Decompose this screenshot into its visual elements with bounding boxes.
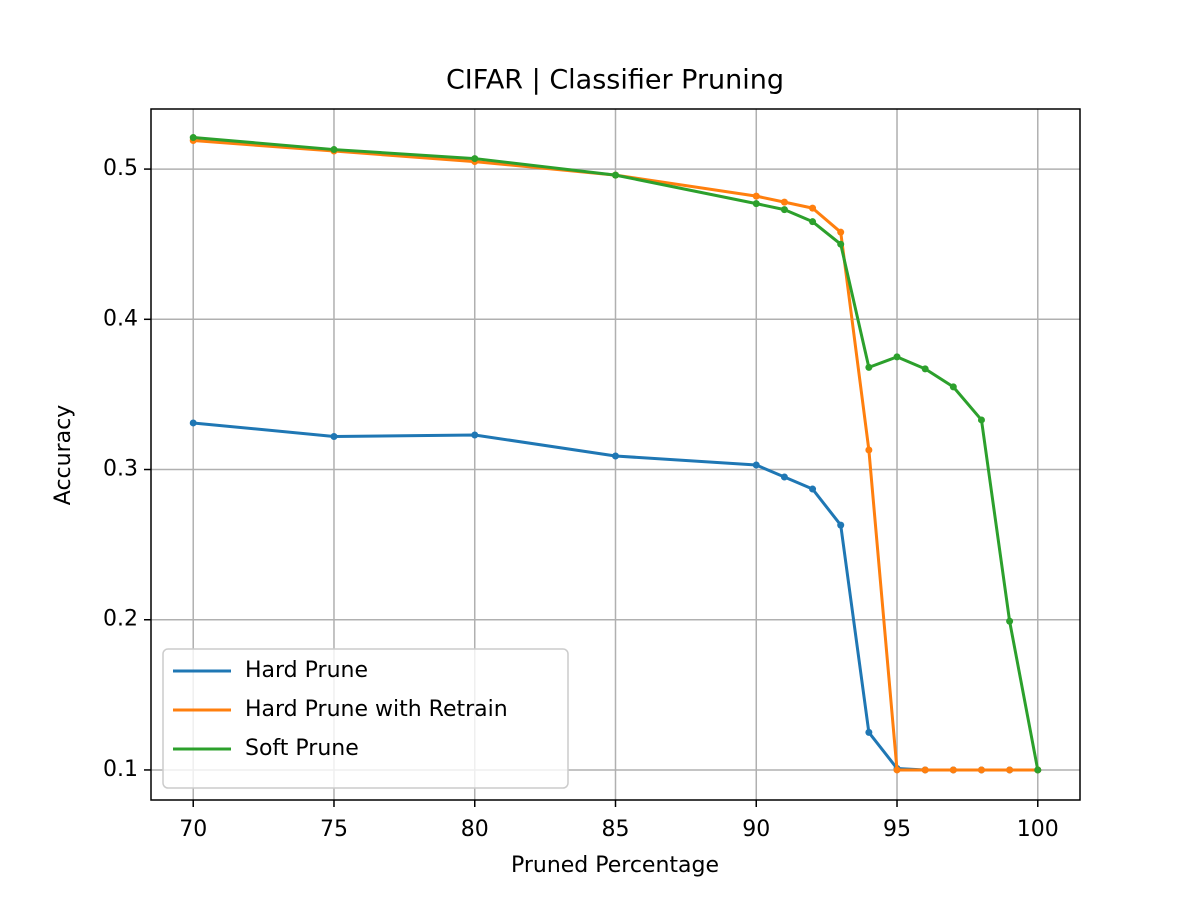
point-marker [893, 766, 901, 774]
point-marker [977, 416, 985, 424]
point-marker [752, 461, 760, 469]
x-tick-label: 100 [1017, 817, 1059, 842]
point-marker [921, 766, 929, 774]
legend-label: Hard Prune [245, 658, 368, 683]
x-tick-label: 85 [602, 817, 630, 842]
y-tick-label: 0.2 [103, 607, 138, 632]
plot-lines [189, 134, 1042, 774]
x-tick-label: 80 [461, 817, 489, 842]
point-marker [893, 353, 901, 361]
point-marker [837, 228, 845, 236]
x-axis-label: Pruned Percentage [511, 853, 719, 878]
point-marker [809, 218, 817, 226]
point-marker [1006, 766, 1014, 774]
point-marker [1034, 766, 1042, 774]
point-marker [865, 728, 873, 736]
x-tick-label: 75 [320, 817, 348, 842]
point-marker [752, 200, 760, 208]
point-marker [809, 204, 817, 212]
point-marker [780, 206, 788, 214]
chart-title: CIFAR | Classifier Pruning [446, 65, 784, 96]
point-marker [837, 521, 845, 529]
point-marker [189, 134, 197, 142]
point-marker [977, 766, 985, 774]
y-tick-label: 0.1 [103, 757, 138, 782]
point-marker [865, 363, 873, 371]
point-marker [949, 383, 957, 391]
point-marker [471, 155, 479, 163]
legend-label: Hard Prune with Retrain [245, 697, 508, 722]
y-tick-label: 0.5 [103, 156, 138, 181]
point-marker [612, 452, 619, 460]
point-marker [780, 198, 788, 206]
legend-box [162, 648, 569, 789]
y-axis-label: Accuracy [51, 405, 76, 505]
point-marker [752, 192, 760, 200]
point-marker [809, 485, 817, 493]
x-tick-label: 90 [742, 817, 770, 842]
point-marker [780, 473, 788, 481]
point-marker [837, 240, 845, 248]
point-marker [330, 146, 338, 154]
x-tick-label: 70 [179, 817, 207, 842]
point-marker [189, 419, 197, 427]
point-marker [612, 171, 619, 179]
legend: Hard Prune Hard Prune with Retrain Soft Pr… [162, 648, 569, 789]
point-marker [949, 766, 957, 774]
point-marker [471, 431, 479, 439]
y-tick-label: 0.3 [103, 457, 138, 482]
y-tick-label: 0.4 [103, 306, 138, 331]
x-tick-label: 95 [883, 817, 911, 842]
point-marker [1006, 617, 1014, 625]
point-marker [865, 446, 873, 454]
point-marker [921, 365, 929, 373]
point-marker [330, 432, 338, 440]
legend-label: Soft Prune [245, 736, 359, 761]
